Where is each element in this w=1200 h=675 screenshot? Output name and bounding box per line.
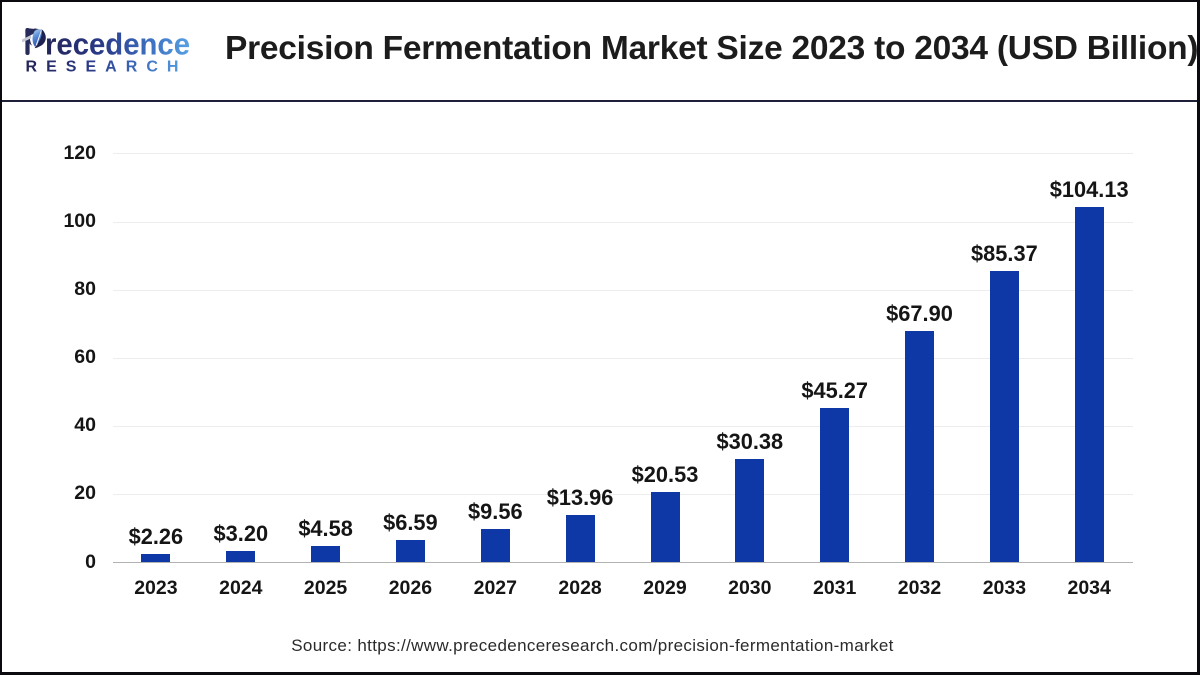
svg-text:RESEARCH: RESEARCH bbox=[26, 59, 188, 76]
svg-text:recedence: recedence bbox=[45, 28, 190, 62]
